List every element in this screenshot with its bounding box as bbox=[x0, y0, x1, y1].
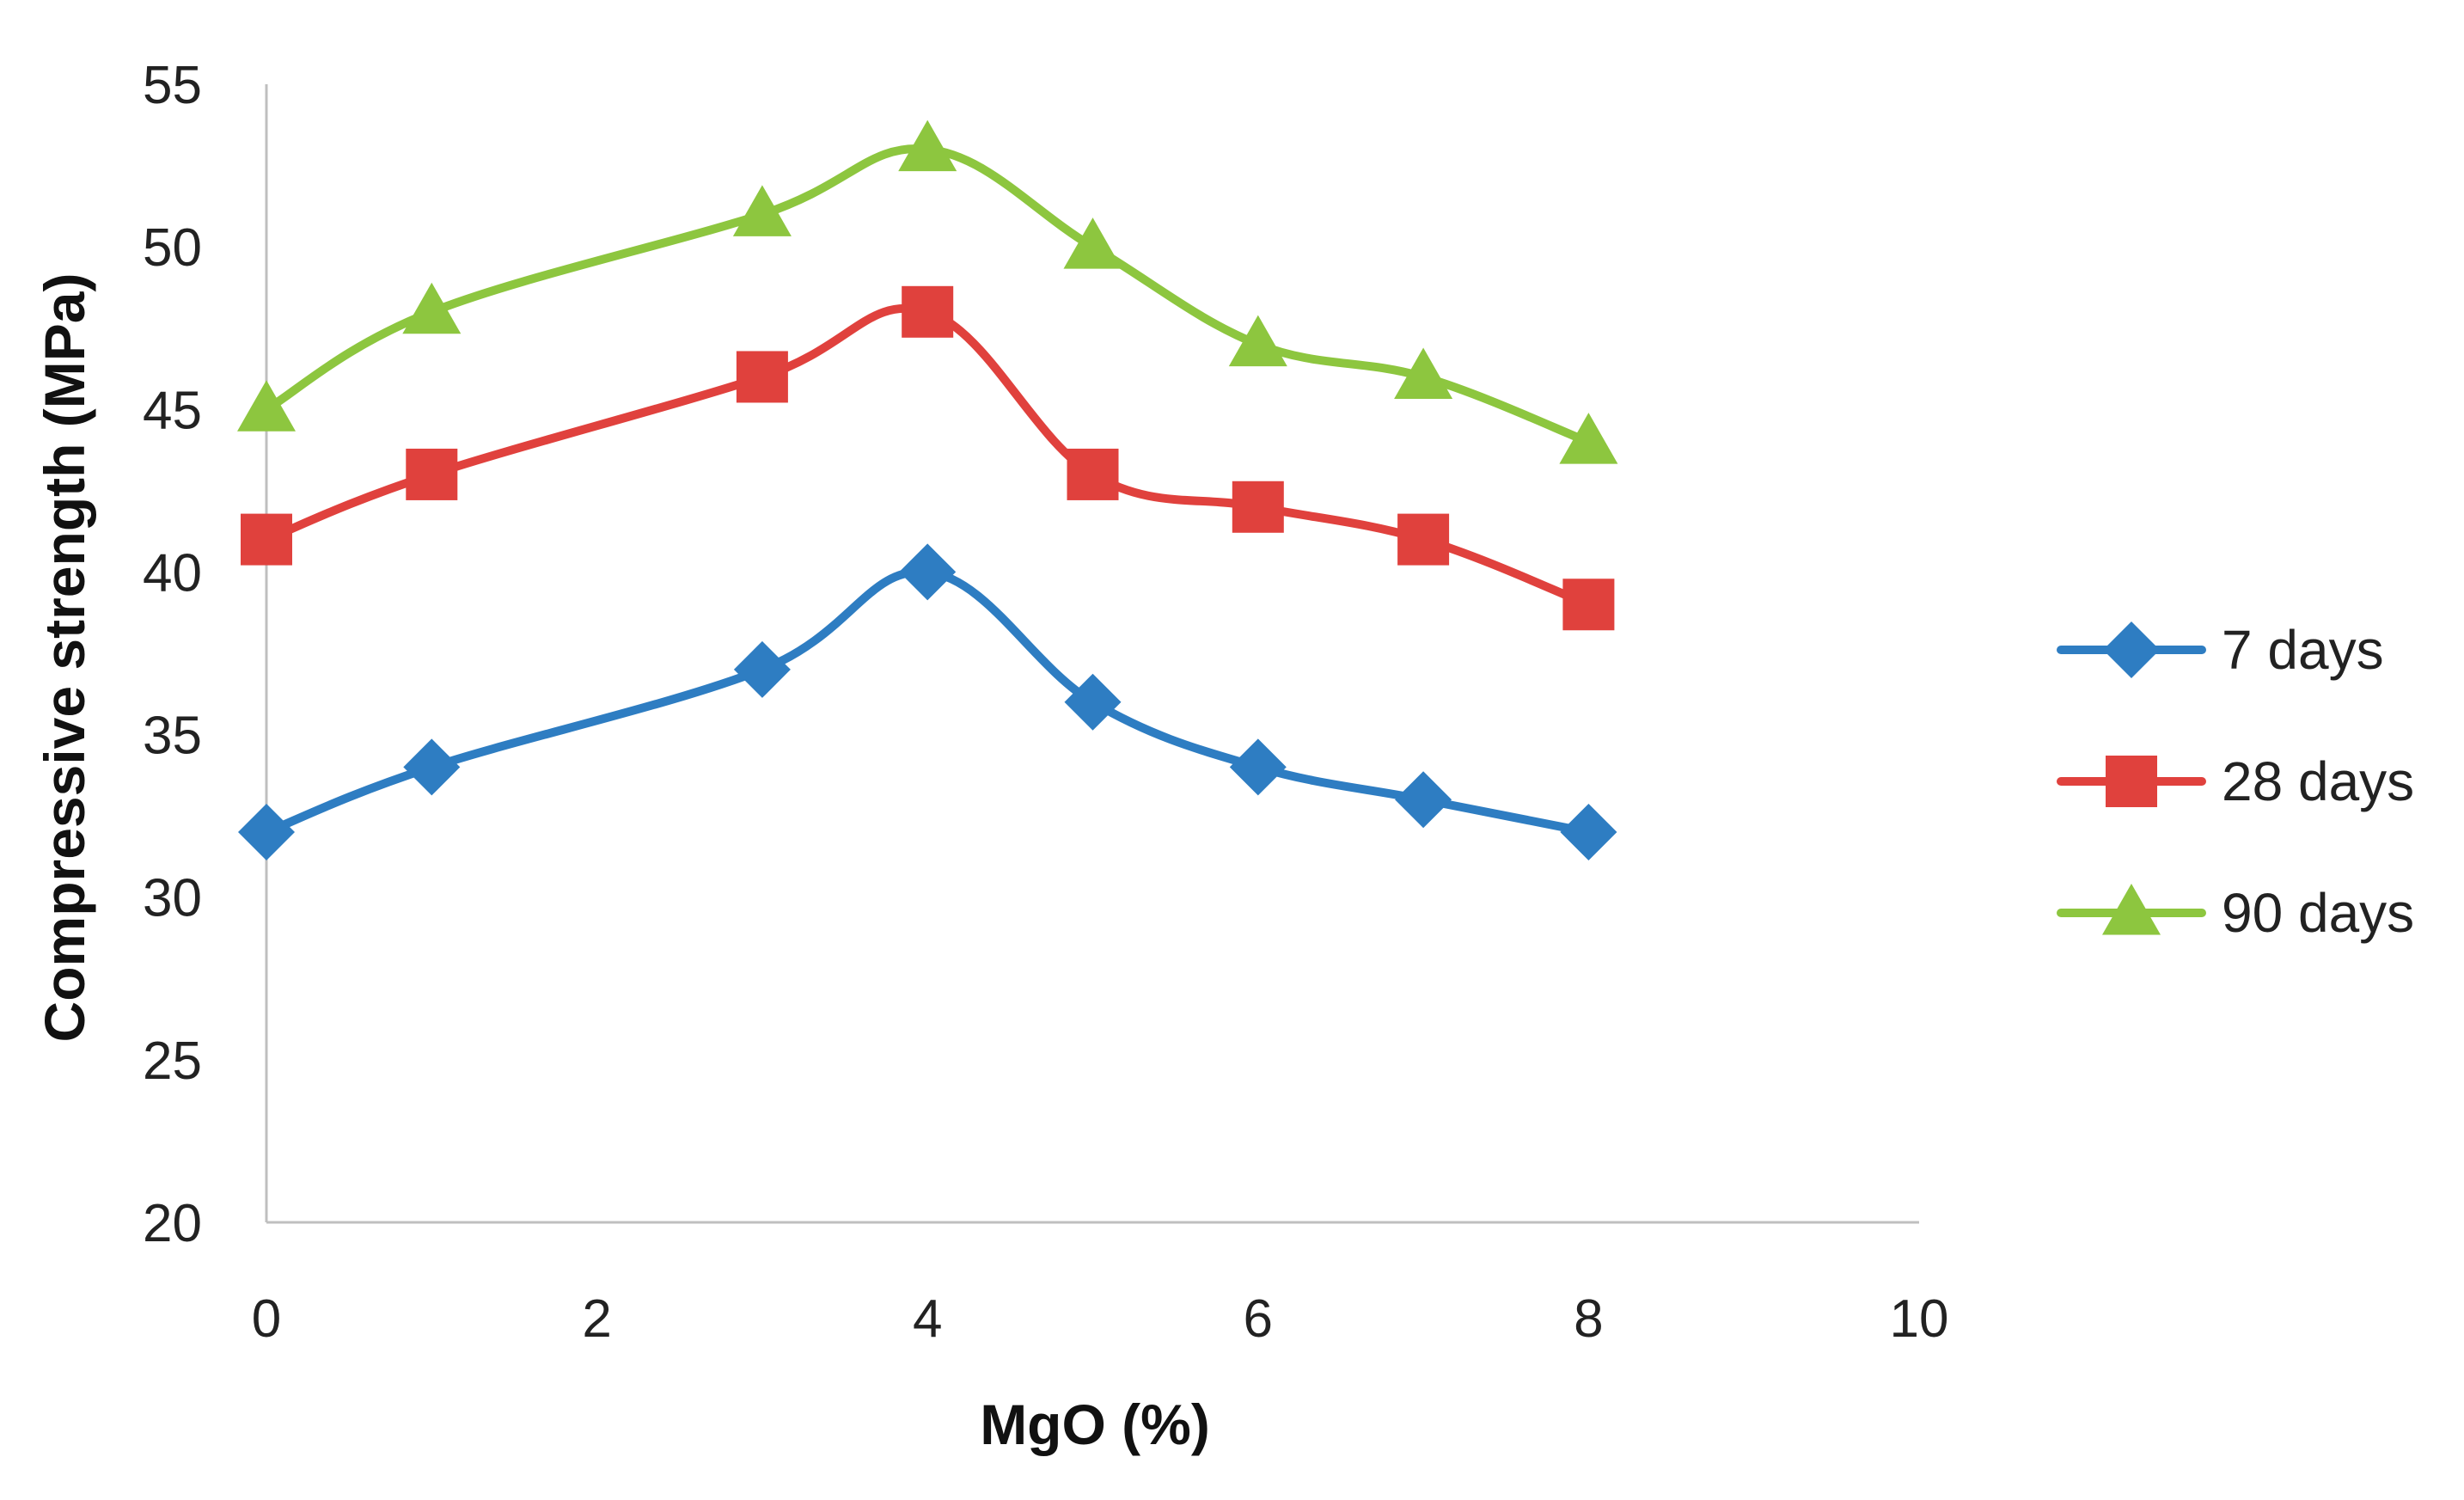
series-90-days bbox=[237, 119, 1618, 464]
x-tick-label: 4 bbox=[913, 1289, 942, 1349]
data-point bbox=[732, 185, 792, 236]
data-point bbox=[403, 738, 461, 796]
data-point bbox=[1063, 217, 1122, 269]
legend-marker bbox=[2103, 621, 2160, 678]
data-point bbox=[1560, 804, 1617, 861]
series-7-days bbox=[238, 543, 1617, 861]
legend-marker bbox=[2106, 756, 2157, 807]
y-axis-title: Compressive strength (MPa) bbox=[33, 273, 96, 1043]
x-tick-label: 2 bbox=[582, 1289, 611, 1349]
y-tick-label: 45 bbox=[143, 381, 202, 440]
legend-marker bbox=[2102, 884, 2161, 935]
data-point bbox=[241, 513, 292, 566]
legend-label: 28 days bbox=[2222, 750, 2414, 812]
axes: 20 25 30 35 40 45 50 55 0 2 4 6 8 10 bbox=[143, 56, 1948, 1349]
data-point bbox=[1562, 579, 1615, 631]
x-tick-label: 6 bbox=[1244, 1289, 1273, 1349]
data-point bbox=[1229, 738, 1287, 796]
data-point bbox=[402, 282, 462, 334]
data-point bbox=[406, 448, 458, 500]
data-point bbox=[1397, 513, 1450, 566]
series-line bbox=[262, 567, 1593, 837]
y-tick-label: 35 bbox=[143, 707, 202, 766]
data-point bbox=[902, 285, 954, 338]
data-point bbox=[1232, 481, 1284, 533]
series-line bbox=[262, 303, 1593, 609]
data-point bbox=[733, 640, 791, 698]
data-point bbox=[736, 351, 788, 403]
legend: 7 days 28 days 90 days bbox=[2057, 619, 2414, 944]
data-point bbox=[1395, 771, 1452, 829]
y-tick-label: 55 bbox=[143, 56, 202, 115]
data-point bbox=[898, 119, 957, 172]
y-tick-label: 20 bbox=[143, 1194, 202, 1253]
x-tick-label: 0 bbox=[252, 1289, 281, 1349]
series-layer bbox=[237, 119, 1618, 861]
y-tick-label: 40 bbox=[143, 543, 202, 603]
legend-label: 90 days bbox=[2222, 882, 2414, 944]
legend-label: 7 days bbox=[2222, 619, 2384, 681]
x-tick-label: 8 bbox=[1574, 1289, 1603, 1349]
data-point bbox=[238, 804, 295, 861]
data-point bbox=[1559, 413, 1618, 464]
x-tick-label: 10 bbox=[1890, 1289, 1949, 1349]
data-point bbox=[1064, 673, 1122, 731]
legend-item: 28 days bbox=[2057, 750, 2414, 812]
data-point bbox=[1067, 448, 1119, 500]
data-point bbox=[1394, 347, 1453, 399]
y-tick-label: 30 bbox=[143, 869, 202, 928]
series-28-days bbox=[241, 285, 1615, 631]
legend-item: 7 days bbox=[2057, 619, 2384, 681]
data-point bbox=[899, 543, 957, 601]
y-tick-label: 50 bbox=[143, 218, 202, 278]
y-tick-label: 25 bbox=[143, 1032, 202, 1091]
series-line bbox=[262, 144, 1593, 447]
legend-item: 90 days bbox=[2057, 882, 2414, 944]
x-axis-title: MgO (%) bbox=[980, 1393, 1210, 1456]
data-point bbox=[237, 380, 296, 432]
data-point bbox=[1228, 315, 1287, 367]
